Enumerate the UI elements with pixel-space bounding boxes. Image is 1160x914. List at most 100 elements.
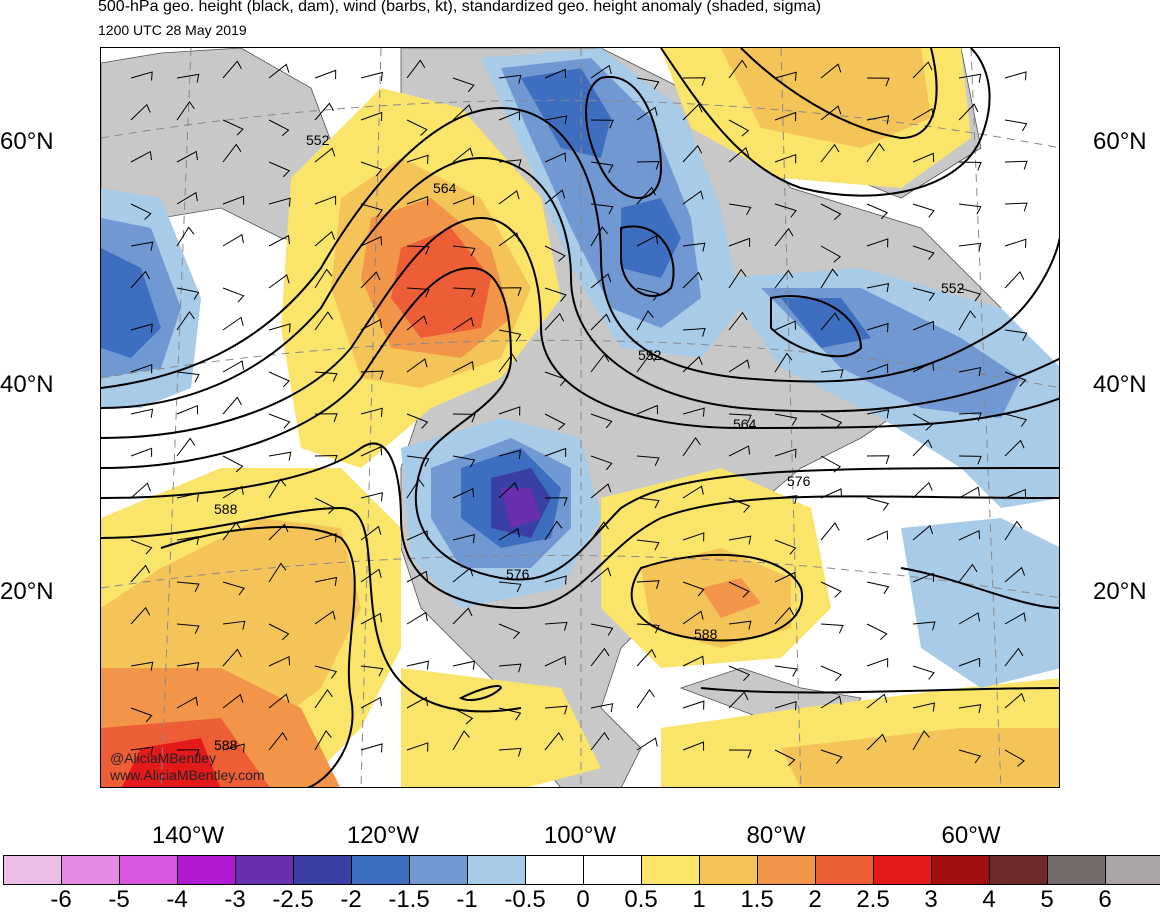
wind-barb — [130, 746, 154, 756]
wind-barb — [406, 315, 428, 331]
colorbar-cell — [178, 856, 236, 884]
wind-barb — [406, 245, 430, 255]
wind-barb — [314, 69, 337, 80]
wind-barb — [314, 195, 337, 205]
wind-barb — [912, 525, 934, 541]
wind-barb — [590, 203, 614, 215]
wind-barb — [130, 323, 153, 333]
wind-barb — [222, 195, 245, 205]
wind-barb — [820, 665, 843, 682]
wind-barb — [958, 103, 979, 121]
wind-barb — [958, 161, 982, 171]
wind-barb — [912, 203, 935, 218]
wind-barb — [544, 621, 568, 631]
wind-barb — [498, 74, 522, 84]
colorbar-cell — [62, 856, 120, 884]
wind-barb — [452, 567, 474, 583]
wind-barb — [728, 691, 749, 709]
wind-barb — [820, 413, 843, 429]
wind-barb — [1004, 413, 1028, 427]
wind-barb — [268, 693, 290, 709]
wind-barb — [268, 234, 290, 247]
wind-barb — [314, 311, 334, 331]
wind-barb — [636, 106, 658, 121]
wind-barb — [360, 370, 384, 380]
colorbar-tick-label: 6 — [1098, 886, 1112, 913]
wind-barb — [498, 329, 522, 342]
lon-label: 120°W — [346, 822, 420, 849]
colorbar-tick-label: -4 — [166, 886, 188, 913]
colorbar-cell — [990, 856, 1048, 884]
wind-barb — [268, 451, 292, 461]
wind-barb — [912, 245, 935, 260]
wind-barb — [1004, 520, 1023, 541]
wind-barb — [820, 581, 842, 598]
wind-barb — [498, 232, 520, 247]
wind-barb — [406, 660, 430, 670]
wind-barb — [314, 230, 336, 247]
colorbar-tick-label: 0.5 — [624, 886, 658, 913]
wind-barb — [406, 611, 428, 625]
wind-barb — [222, 233, 244, 247]
colorbar-tick-label: 4 — [982, 886, 996, 913]
colorbar-cell — [816, 856, 874, 884]
wind-barb — [360, 446, 383, 457]
colorbar-cell — [1106, 856, 1160, 884]
wind-barb — [912, 702, 935, 712]
colorbar — [3, 855, 1160, 885]
colorbar-cell — [120, 856, 178, 884]
wind-barb — [544, 287, 567, 302]
wind-barb — [222, 455, 244, 473]
wind-barb — [268, 119, 290, 137]
wind-barb — [590, 647, 610, 667]
colorbar-cell — [526, 856, 584, 884]
wind-barb — [222, 396, 242, 415]
wind-barb — [636, 580, 660, 589]
colorbar-tick-label: -5 — [108, 886, 130, 913]
wind-barb — [452, 660, 476, 670]
wind-barb — [682, 242, 706, 252]
wind-barb — [728, 620, 752, 630]
wind-barb — [590, 313, 611, 331]
wind-barb — [544, 371, 567, 387]
wind-barb — [636, 737, 658, 751]
wind-barb — [360, 71, 383, 82]
anomaly-shading — [101, 48, 1059, 787]
wind-barb — [820, 268, 839, 289]
wind-barb — [360, 203, 384, 218]
wind-barb — [130, 606, 151, 625]
wind-barb — [452, 730, 470, 751]
wind-barb — [130, 150, 152, 163]
lon-label: 80°W — [746, 822, 806, 849]
wind-barb — [498, 482, 519, 499]
wind-barb — [268, 371, 290, 388]
wind-barb — [406, 570, 428, 583]
contour-label: 564 — [733, 416, 757, 432]
wind-barb — [590, 483, 612, 499]
wind-barb — [636, 310, 654, 331]
wind-barb — [728, 497, 751, 513]
wind-barb — [544, 575, 567, 585]
wind-barb — [912, 413, 934, 431]
wind-barb — [314, 413, 338, 423]
wind-barb — [176, 535, 200, 546]
wind-barb — [544, 413, 566, 431]
wind-barb — [636, 455, 660, 466]
wind-barb — [406, 530, 429, 541]
wind-barb — [958, 287, 982, 302]
wind-barb — [222, 581, 245, 596]
wind-barb — [912, 665, 935, 680]
wind-barb — [774, 606, 795, 625]
wind-barb — [452, 361, 474, 373]
wind-barb — [1004, 439, 1025, 457]
colorbar-tick-label: -2.5 — [272, 886, 314, 913]
wind-barb — [314, 665, 338, 679]
wind-barb — [498, 747, 522, 757]
wind-barb — [590, 413, 613, 429]
wind-barb — [1004, 612, 1026, 625]
wind-barb — [866, 623, 888, 640]
wind-barb — [1004, 238, 1027, 248]
wind-barb — [360, 696, 382, 709]
contour-label: 576 — [787, 473, 811, 489]
wind-barb — [452, 287, 476, 298]
